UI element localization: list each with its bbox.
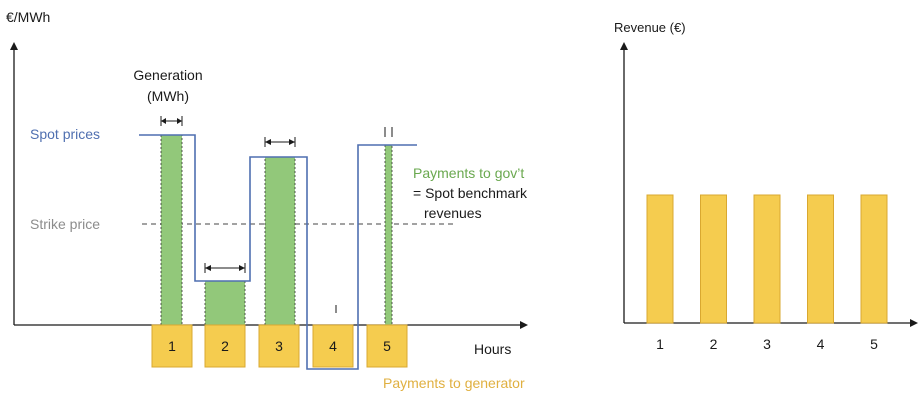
- generation-bar-1: [160, 134, 183, 326]
- hour-box-label: 1: [168, 338, 176, 354]
- spot-price-line: [139, 134, 417, 370]
- revenue-bars: [646, 194, 888, 324]
- left-y-axis-label: €/MWh: [6, 9, 50, 25]
- revenue-tick-label-2: 2: [710, 336, 718, 352]
- hour-box-4: 4: [312, 324, 354, 368]
- hour-box-rect: [204, 324, 246, 368]
- hour-box-label: 5: [383, 338, 391, 354]
- left-panel: €/MWh Strike price 1 2 3 4 5: [6, 9, 528, 391]
- revenue-tick-label-5: 5: [870, 336, 878, 352]
- revenue-bar-4: [807, 194, 834, 324]
- hour-box-5: 5: [366, 324, 408, 368]
- revenue-tick-label-1: 1: [656, 336, 664, 352]
- generation-bar-2: [204, 280, 246, 326]
- hour-box-1: 1: [151, 324, 193, 368]
- generation-bar-3: [264, 156, 296, 326]
- spot-prices-label: Spot prices: [30, 126, 100, 142]
- payments-gov-label-line2: = Spot benchmark: [413, 185, 528, 201]
- hours-axis-label: Hours: [474, 341, 511, 357]
- hour-box-3: 3: [258, 324, 300, 368]
- generation-width-arrow-3: [264, 137, 296, 147]
- revenue-tick-label-4: 4: [817, 336, 825, 352]
- generation-label-line2: (MWh): [147, 88, 189, 104]
- generation-bar-5: [384, 144, 393, 326]
- generation-width-marker-5: [384, 127, 393, 137]
- generation-width-arrow-2: [204, 263, 246, 273]
- payments-gov-label-line3: revenues: [424, 205, 482, 221]
- hour-box-label: 3: [275, 338, 283, 354]
- hour-box-rect: [366, 324, 408, 368]
- generation-label-line1: Generation: [133, 67, 202, 83]
- right-panel: Revenue (€) 1 2 3 4 5: [614, 20, 918, 352]
- revenue-bar-2: [700, 194, 727, 324]
- hour-box-rect: [258, 324, 300, 368]
- payments-gov-label-line1: Payments to gov’t: [413, 165, 524, 181]
- revenue-tick-label-3: 3: [763, 336, 771, 352]
- right-y-axis-label: Revenue (€): [614, 20, 686, 35]
- hour-box-label: 4: [329, 338, 337, 354]
- revenue-bar-5: [860, 194, 888, 324]
- strike-price-label: Strike price: [30, 216, 100, 232]
- revenue-bar-3: [753, 194, 781, 324]
- hour-box-rect: [312, 324, 354, 368]
- hour-box-label: 2: [221, 338, 229, 354]
- generation-width-arrow-1: [160, 116, 183, 126]
- hour-box-rect: [151, 324, 193, 368]
- revenue-tick-labels: 1 2 3 4 5: [656, 336, 878, 352]
- hour-box-2: 2: [204, 324, 246, 368]
- revenue-bar-1: [646, 194, 674, 324]
- payments-generator-label: Payments to generator: [383, 375, 525, 391]
